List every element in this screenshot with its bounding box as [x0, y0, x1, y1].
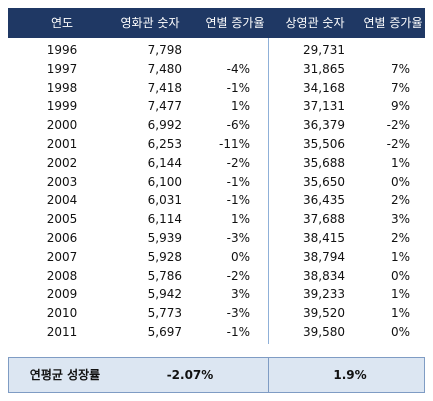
- table-cell: 5,773: [147, 306, 182, 321]
- table-cell: -3%: [226, 306, 250, 321]
- table-cell: 5,939: [147, 231, 182, 245]
- footer-value: -2.07%: [166, 368, 214, 382]
- table-cell: -6%: [226, 118, 250, 133]
- header-bar: [8, 8, 425, 38]
- table-cell: 3%: [230, 287, 250, 302]
- table-cell: 6,992: [147, 118, 182, 133]
- header-cell: 연별 증가율: [205, 16, 265, 30]
- table-cell: 1997: [46, 61, 78, 76]
- table-cell: 1998: [46, 80, 78, 95]
- table-cell: 7,418: [147, 80, 182, 95]
- table-cell: 38,794: [303, 249, 345, 264]
- table-cell: 2006: [46, 231, 78, 245]
- footer-value: 1.9%: [333, 368, 367, 382]
- table-cell: 1%: [390, 306, 410, 321]
- table-cell: 2007: [46, 249, 78, 264]
- table-cell: -1%: [226, 193, 250, 208]
- table-cell: 0%: [390, 174, 410, 189]
- table-cell: -2%: [386, 137, 410, 151]
- table-cell: 9%: [390, 99, 410, 114]
- table-cell: -1%: [226, 80, 250, 95]
- table-cell: 7,477: [147, 99, 182, 114]
- table-cell: 6,031: [147, 193, 182, 208]
- table-cell: 37,688: [303, 212, 345, 227]
- table-cell: -1%: [226, 174, 250, 189]
- table-cell: 1999: [46, 99, 78, 114]
- table-cell: 1%: [230, 99, 250, 114]
- table-cell: 2008: [46, 268, 78, 283]
- footer-label: 연평균 성장률: [29, 368, 101, 382]
- table-cell: 1%: [230, 212, 250, 227]
- table-cell: 7%: [390, 61, 410, 76]
- table-cell: -4%: [226, 61, 250, 76]
- column-divider: [268, 38, 269, 344]
- table-cell: -11%: [218, 137, 250, 151]
- table-cell: 36,379: [303, 118, 345, 133]
- table-cell: -1%: [226, 325, 250, 339]
- table-cell: -2%: [226, 155, 250, 170]
- table-cell: 5,928: [147, 249, 182, 264]
- table-cell: 38,834: [303, 268, 345, 283]
- table-cell: 35,506: [303, 137, 345, 151]
- table-cell: 5,697: [147, 325, 182, 339]
- header-cell: 영화관 숫자: [120, 16, 180, 30]
- table-cell: 2004: [46, 193, 78, 208]
- table-cell: 7,798: [147, 43, 182, 57]
- table-cell: 35,650: [303, 174, 345, 189]
- table-cell: 1996: [46, 43, 78, 57]
- table-cell: 2%: [390, 231, 410, 245]
- table-cell: 6,144: [147, 155, 182, 170]
- footer-box: [8, 357, 425, 393]
- table-cell: 2003: [46, 174, 78, 189]
- table-cell: 36,435: [303, 193, 345, 208]
- table-cell: 7%: [390, 80, 410, 95]
- table-cell: 38,415: [303, 231, 345, 245]
- table-cell: 6,114: [147, 212, 182, 227]
- table-cell: 34,168: [303, 80, 345, 95]
- table-cell: 39,580: [303, 325, 345, 339]
- table-cell: 2%: [390, 193, 410, 208]
- table-cell: 35,688: [303, 155, 345, 170]
- table-cell: 2010: [46, 306, 78, 321]
- table-cell: 29,731: [303, 43, 345, 57]
- table-cell: 37,131: [303, 99, 345, 114]
- table-cell: 6,100: [147, 174, 182, 189]
- footer-divider: [268, 357, 269, 393]
- table-cell: 39,520: [303, 306, 345, 321]
- table-cell: 7,480: [147, 61, 182, 76]
- table-cell: 5,786: [147, 268, 182, 283]
- table-cell: 1%: [390, 287, 410, 302]
- table-cell: -3%: [226, 231, 250, 245]
- table-cell: 6,253: [147, 137, 182, 151]
- header-cell: 연별 증가율: [363, 16, 423, 30]
- table-cell: 2009: [46, 287, 78, 302]
- table-cell: 39,233: [303, 287, 345, 302]
- table-cell: 5,942: [147, 287, 182, 302]
- table-cell: 0%: [390, 268, 410, 283]
- table-cell: 0%: [390, 325, 410, 339]
- table-cell: 0%: [230, 249, 250, 264]
- table-cell: 3%: [390, 212, 410, 227]
- table-cell: 2005: [46, 212, 78, 227]
- table-cell: 31,865: [303, 61, 345, 76]
- table-cell: 2001: [46, 137, 78, 151]
- table-cell: 2002: [46, 155, 78, 170]
- table-cell: -2%: [386, 118, 410, 133]
- table-cell: 1%: [390, 155, 410, 170]
- header-cell: 연도: [50, 16, 74, 30]
- table-cell: 2011: [46, 325, 78, 339]
- header-cell: 상영관 숫자: [285, 16, 345, 30]
- table-cell: -2%: [226, 268, 250, 283]
- table-cell: 2000: [46, 118, 78, 133]
- table-cell: 1%: [390, 249, 410, 264]
